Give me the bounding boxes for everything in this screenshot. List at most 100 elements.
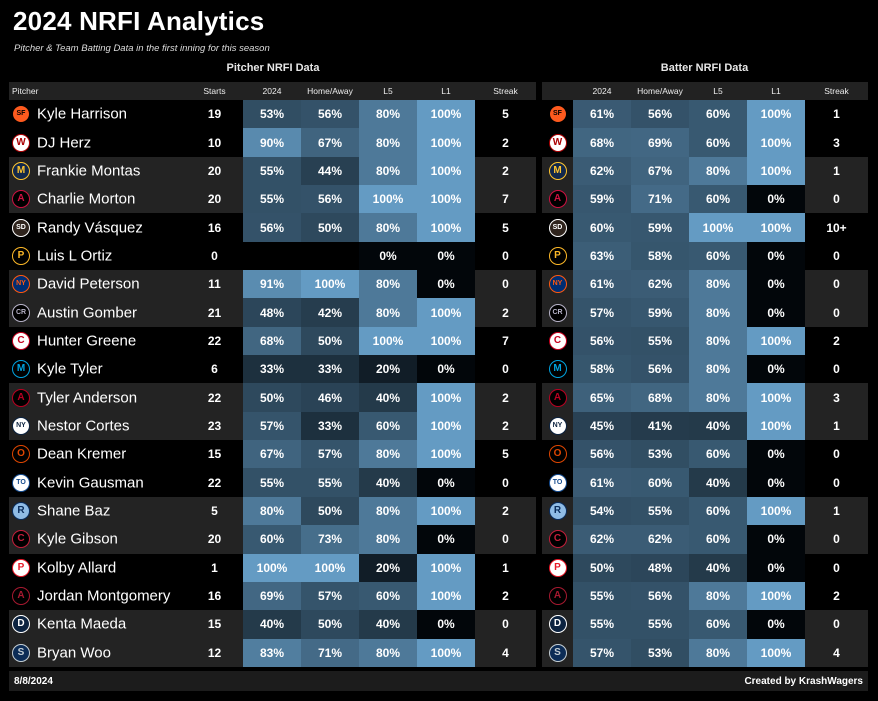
pitcher-row: CR Austin Gomber 21 48% 42% 80% 100% 2	[9, 298, 536, 327]
batter-team-cell: M	[542, 355, 573, 383]
batter-team-cell: A	[542, 383, 573, 411]
batter-l1-cell: 0%	[747, 270, 805, 299]
page-title: 2024 NRFI Analytics	[13, 6, 265, 36]
pitcher-home-away-header: Home/Away	[301, 82, 359, 100]
pitcher-l1-cell: 100%	[417, 156, 475, 186]
starts-cell: 11	[208, 277, 221, 292]
batter-l1-cell: 100%	[747, 100, 805, 129]
pitcher-streak-cell: 1	[502, 560, 509, 575]
angels-logo-icon: A	[548, 388, 567, 407]
rockies-logo-icon: CR	[12, 303, 30, 322]
pitcher-2024-cell: 53%	[243, 100, 301, 129]
batter-l1-cell: 100%	[747, 496, 805, 526]
pitcher-name: Nestor Cortes	[37, 417, 130, 435]
batter-row: W 68% 69% 60% 100% 3	[542, 128, 868, 157]
pitcher-streak-cell: 2	[502, 305, 509, 320]
mariners-logo-icon: S	[548, 643, 567, 662]
pitcher-2024-cell: 100%	[243, 553, 301, 582]
batter-l1-cell: 0%	[747, 610, 805, 639]
braves-logo-icon: A	[548, 190, 567, 209]
pitcher-l5-cell: 0%	[359, 241, 417, 271]
batter-l5-cell: 80%	[689, 298, 747, 327]
pitcher-2024-cell: 40%	[243, 610, 301, 639]
batter-home-away-cell: 62%	[631, 270, 689, 299]
pitcher-name: Shane Baz	[37, 502, 111, 520]
batter-2024-cell: 61%	[573, 100, 631, 129]
batter-l5-cell: 60%	[689, 496, 747, 526]
pitcher-name: Randy Vásquez	[37, 219, 143, 237]
batter-row: SD 60% 59% 100% 100% 10+	[542, 213, 868, 242]
pitcher-home-away-cell: 71%	[301, 638, 359, 667]
batter-l1-cell: 100%	[747, 581, 805, 611]
batter-l5-cell: 60%	[689, 185, 747, 214]
pitcher-2024-cell: 69%	[243, 581, 301, 611]
batter-l1-cell: 0%	[747, 553, 805, 582]
starts-cell: 5	[211, 503, 218, 518]
batter-row: C 56% 55% 80% 100% 2	[542, 326, 868, 356]
nationals-logo-icon: W	[548, 133, 567, 152]
batter-streak-cell: 0	[833, 277, 840, 292]
pitcher-cell: A Jordan Montgomery	[9, 582, 186, 610]
batter-l5-cell: 100%	[689, 213, 747, 242]
pitcher-2024-cell: 56%	[243, 213, 301, 242]
batter-streak-cell: 10+	[826, 220, 847, 235]
batter-home-away-cell: 56%	[631, 581, 689, 611]
pitcher-2024-cell: 67%	[243, 440, 301, 469]
batter-streak-cell: 1	[833, 107, 840, 122]
pitcher-streak-cell: 5	[502, 220, 509, 235]
pitcher-home-away-cell: 50%	[301, 496, 359, 526]
batter-team-cell: SD	[542, 213, 573, 241]
footer-credit: Created by KrashWagers	[744, 676, 863, 687]
batter-l1-cell: 0%	[747, 355, 805, 384]
batter-row: S 57% 53% 80% 100% 4	[542, 638, 868, 667]
pitcher-2024-cell: 60%	[243, 525, 301, 554]
batter-row: A 55% 56% 80% 100% 2	[542, 581, 868, 611]
batter-home-away-cell: 56%	[631, 355, 689, 384]
batter-2024-cell: 60%	[573, 213, 631, 242]
batter-l1-cell: 100%	[747, 156, 805, 186]
rockies-logo-icon: CR	[548, 303, 567, 322]
blue-jays-logo-icon: TO	[12, 473, 30, 492]
batter-row: D 55% 55% 60% 0% 0	[542, 610, 868, 639]
pitcher-home-away-cell: 73%	[301, 525, 359, 554]
pitcher-2024-cell: 33%	[243, 355, 301, 384]
pitcher-name: Jordan Montgomery	[37, 587, 171, 605]
pitcher-l5-cell: 60%	[359, 411, 417, 441]
pitcher-l5-cell: 40%	[359, 610, 417, 639]
pitcher-cell: A Charlie Morton	[9, 185, 186, 213]
pitcher-name: Charlie Morton	[37, 190, 136, 208]
pitcher-l5-cell: 60%	[359, 581, 417, 611]
pitcher-l1-cell: 100%	[417, 100, 475, 129]
pirates-logo-icon: P	[12, 246, 30, 265]
batter-2024-cell: 63%	[573, 241, 631, 271]
batter-streak-cell: 1	[833, 163, 840, 178]
pitcher-2024-cell: 83%	[243, 638, 301, 667]
pitcher-header: Pitcher	[9, 82, 186, 100]
pitcher-cell: SF Kyle Harrison	[9, 100, 186, 128]
batter-l1-header: L1	[747, 82, 805, 100]
marlins-logo-icon: M	[12, 360, 30, 379]
batter-streak-cell: 2	[833, 333, 840, 348]
pitcher-name: Hunter Greene	[37, 332, 137, 350]
batter-row: NY 45% 41% 40% 100% 1	[542, 411, 868, 441]
batter-streak-cell: 0	[833, 617, 840, 632]
pitcher-cell: P Luis L Ortiz	[9, 242, 186, 270]
angels-logo-icon: A	[12, 388, 30, 407]
pitcher-cell: M Frankie Montas	[9, 157, 186, 185]
pitcher-2024-cell: 91%	[243, 270, 301, 299]
pitcher-cell: M Kyle Tyler	[9, 355, 186, 383]
batter-home-away-cell: 59%	[631, 298, 689, 327]
batter-row: SF 61% 56% 60% 100% 1	[542, 100, 868, 129]
batter-team-cell: A	[542, 185, 573, 213]
pitcher-2024-cell: 57%	[243, 411, 301, 441]
batter-l5-cell: 40%	[689, 468, 747, 497]
starts-cell: 20	[207, 532, 222, 547]
pitcher-l1-cell: 0%	[417, 355, 475, 384]
starts-cell: 15	[207, 447, 222, 462]
batter-streak-cell: 2	[833, 589, 840, 604]
diamondbacks-logo-icon: A	[548, 587, 567, 606]
pitcher-cell: W DJ Herz	[9, 128, 186, 156]
starts-cell: 1	[211, 560, 218, 575]
pitcher-name: Kevin Gausman	[37, 474, 144, 492]
pitcher-home-away-cell: 56%	[301, 185, 359, 214]
